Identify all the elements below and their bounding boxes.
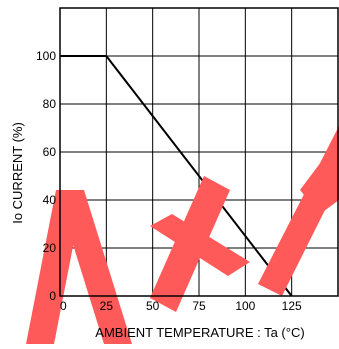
series-layer bbox=[60, 55, 293, 297]
watermark-stroke-2 bbox=[56, 190, 132, 344]
y-tick-label: 100 bbox=[36, 49, 56, 63]
x-axis-label: AMBIENT TEMPERATURE : Ta (°C) bbox=[95, 325, 304, 340]
x-tick-label: 50 bbox=[146, 299, 160, 313]
x-tick-label: 75 bbox=[192, 299, 206, 313]
plot-border bbox=[59, 7, 339, 297]
plot-frame bbox=[59, 7, 339, 297]
x-tick-label: 125 bbox=[282, 299, 302, 313]
y-tick-label: 40 bbox=[43, 193, 57, 207]
tick-labels: 0 25 50 75 100 125 0 20 40 60 80 100 bbox=[36, 49, 302, 313]
y-tick-label: 20 bbox=[43, 241, 57, 255]
watermark-logo bbox=[26, 126, 339, 344]
y-tick-label: 60 bbox=[43, 145, 57, 159]
x-tick-label: 100 bbox=[235, 299, 255, 313]
y-axis-label: Io CURRENT (%) bbox=[10, 122, 25, 224]
x-tick-label: 25 bbox=[100, 299, 114, 313]
watermark-stroke-6 bbox=[300, 150, 339, 214]
x-tick-label: 0 bbox=[60, 299, 67, 313]
watermark-stroke-4 bbox=[150, 214, 250, 276]
y-tick-label: 80 bbox=[43, 97, 57, 111]
series-line-0 bbox=[60, 55, 293, 297]
y-tick-label: 0 bbox=[49, 289, 56, 303]
